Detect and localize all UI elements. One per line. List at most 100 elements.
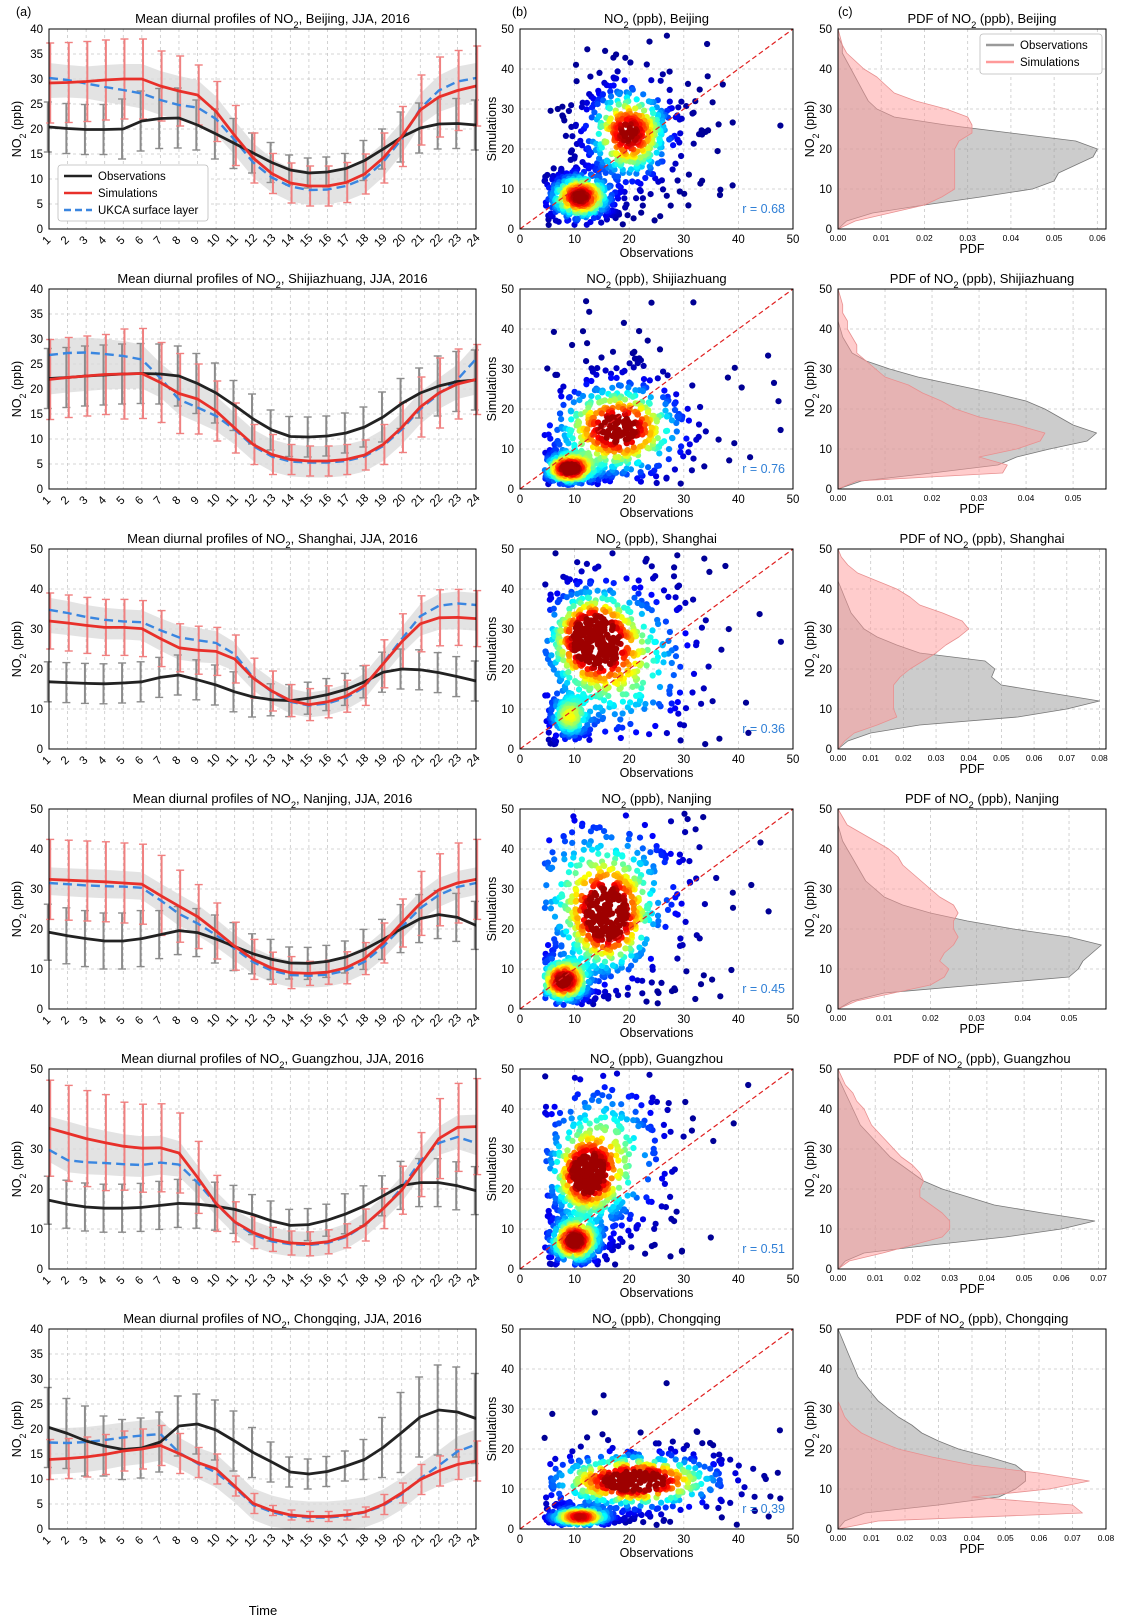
scatter-point bbox=[632, 400, 639, 407]
scatter-point bbox=[574, 581, 581, 588]
scatter-point bbox=[586, 308, 593, 315]
scatter-point bbox=[568, 416, 575, 423]
scatter-point bbox=[660, 659, 667, 666]
x-tick-label: 40 bbox=[732, 234, 745, 246]
scatter-point bbox=[598, 410, 605, 417]
scatter-point bbox=[566, 394, 573, 401]
x-tick-label: 24 bbox=[465, 232, 483, 250]
scatter-point bbox=[717, 186, 724, 193]
scatter-point bbox=[685, 171, 693, 178]
panel-tag-b: (b) bbox=[512, 5, 527, 19]
x-tick-label: 11 bbox=[224, 1012, 241, 1029]
scatter-point bbox=[562, 132, 570, 139]
scatter-point bbox=[547, 107, 554, 114]
scatter-point bbox=[729, 904, 737, 911]
scatter-point bbox=[646, 430, 654, 437]
scatter-point bbox=[603, 138, 610, 146]
y-axis-label-main: NO bbox=[10, 138, 24, 157]
scatter-point bbox=[610, 580, 617, 587]
y-tick-label: 0 bbox=[508, 744, 514, 756]
correlation-label: r = 0.76 bbox=[742, 462, 785, 476]
scatter-point bbox=[554, 599, 561, 606]
scatter-point bbox=[615, 724, 622, 731]
scatter-point bbox=[585, 978, 592, 985]
scatter-point bbox=[632, 660, 639, 667]
scatter-point bbox=[638, 685, 645, 692]
scatter-point bbox=[613, 75, 620, 82]
scatter-point bbox=[655, 669, 662, 676]
y-tick-label: 20 bbox=[819, 404, 832, 416]
scatter-points bbox=[541, 32, 784, 228]
scatter-point bbox=[606, 117, 613, 125]
scatter-point bbox=[641, 705, 648, 713]
scatter-point bbox=[629, 350, 636, 357]
x-tick-label: 2 bbox=[59, 234, 72, 247]
scatter-point bbox=[644, 444, 651, 451]
scatter-point bbox=[578, 856, 586, 863]
x-tick-label: 0.06 bbox=[1089, 233, 1106, 243]
scatter-point bbox=[742, 699, 750, 706]
scatter-point bbox=[653, 599, 660, 606]
scatter-point bbox=[644, 409, 652, 416]
y-axis-label-sub: 2 bbox=[811, 393, 821, 398]
scatter-point bbox=[602, 367, 609, 374]
panel-title-sub: 2 bbox=[285, 540, 290, 550]
scatter-point bbox=[634, 411, 641, 418]
y-tick-label: 20 bbox=[819, 144, 832, 156]
scatter-point bbox=[639, 632, 646, 639]
x-tick-label: 0.07 bbox=[1059, 753, 1076, 763]
scatter-point bbox=[655, 700, 663, 708]
panel-tag-c: (c) bbox=[838, 5, 853, 19]
x-tick-label: 18 bbox=[354, 232, 372, 250]
legend-pdf: Observations Simulations bbox=[979, 33, 1103, 75]
scatter-point bbox=[615, 444, 623, 451]
y-tick-label: 10 bbox=[501, 184, 514, 196]
scatter-point bbox=[697, 180, 704, 187]
panel-title-rest: (ppb), Shanghai bbox=[968, 531, 1064, 546]
y-tick-label: 30 bbox=[30, 884, 43, 896]
scatter-point bbox=[662, 618, 670, 625]
y-tick-label: 50 bbox=[501, 24, 514, 36]
scatter-point bbox=[645, 98, 653, 105]
scatter-point bbox=[650, 575, 657, 582]
scatter-point bbox=[568, 102, 575, 109]
y-axis-label-rest: (ppb) bbox=[10, 101, 24, 134]
scatter-point bbox=[588, 644, 595, 651]
y-axis-label-rest: (ppb) bbox=[10, 621, 24, 654]
scatter-point bbox=[689, 110, 696, 117]
scatter-point bbox=[557, 410, 564, 417]
scatter-point bbox=[622, 945, 629, 952]
scatter-point bbox=[653, 649, 660, 656]
scatter-point bbox=[587, 219, 594, 226]
scatter-point bbox=[670, 142, 677, 149]
scatter-point bbox=[627, 59, 634, 66]
scatter-point bbox=[678, 98, 685, 105]
scatter-point bbox=[658, 851, 665, 859]
y-axis-label: NO2 (ppb) bbox=[803, 101, 821, 157]
scatter-point bbox=[714, 148, 721, 155]
scatter-point bbox=[663, 474, 670, 481]
scatter-point bbox=[564, 679, 571, 686]
scatter-point bbox=[612, 453, 619, 461]
scatter-point bbox=[621, 195, 628, 202]
scatter-point bbox=[668, 901, 675, 908]
scatter-point bbox=[631, 584, 638, 592]
y-tick-label: 5 bbox=[37, 199, 43, 211]
panel-title: PDF of NO2 (ppb), Shijiazhuang bbox=[890, 271, 1074, 290]
scatter-point bbox=[647, 191, 654, 198]
scatter-point bbox=[645, 868, 653, 875]
scatter-point bbox=[575, 686, 583, 693]
scatter-point bbox=[649, 672, 656, 679]
scatter-point bbox=[592, 995, 599, 1002]
x-tick-label: 20 bbox=[391, 232, 409, 250]
x-tick-label: 21 bbox=[409, 492, 427, 510]
scatter-point bbox=[561, 978, 569, 986]
y-axis-label-main: NO bbox=[10, 398, 24, 417]
y-tick-label: 40 bbox=[30, 844, 43, 856]
x-axis-label: PDF bbox=[960, 762, 985, 776]
scatter-point bbox=[624, 704, 632, 711]
scatter-point bbox=[684, 816, 691, 823]
scatter-point bbox=[777, 122, 784, 129]
scatter-point bbox=[559, 648, 566, 655]
x-tick-label: 23 bbox=[447, 492, 465, 510]
